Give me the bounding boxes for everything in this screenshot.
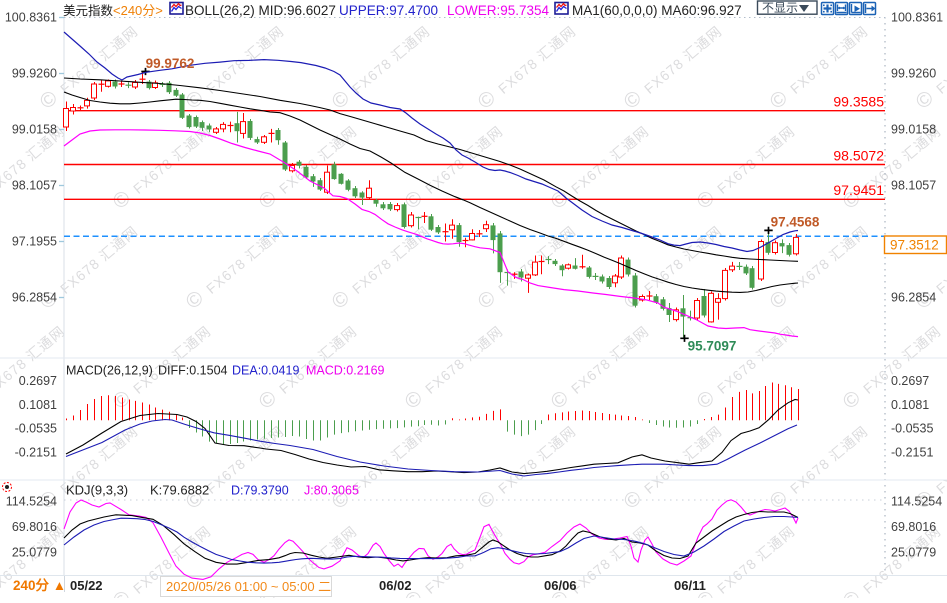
svg-text:97.1955: 97.1955 — [12, 235, 57, 249]
svg-text:D:79.3790: D:79.3790 — [231, 484, 289, 498]
svg-text:J:80.3065: J:80.3065 — [304, 484, 359, 498]
svg-text:-0.0535: -0.0535 — [891, 422, 933, 436]
svg-text:<240分>: <240分> — [113, 3, 163, 18]
svg-text:99.3585: 99.3585 — [833, 94, 884, 110]
svg-text:97.4568: 97.4568 — [771, 215, 820, 230]
svg-text:0.1081: 0.1081 — [891, 398, 929, 412]
svg-text:K:79.6882: K:79.6882 — [150, 483, 209, 498]
svg-text:240分 ▲: 240分 ▲ — [13, 578, 66, 593]
svg-text:97.3512: 97.3512 — [890, 238, 939, 253]
svg-text:-0.2151: -0.2151 — [15, 446, 57, 460]
svg-text:98.1057: 98.1057 — [891, 179, 936, 193]
svg-text:0.1081: 0.1081 — [19, 398, 57, 412]
svg-text:96.2854: 96.2854 — [12, 291, 57, 305]
svg-text:06/06: 06/06 — [544, 578, 577, 593]
svg-text:06/02: 06/02 — [379, 578, 412, 593]
svg-text:25.0779: 25.0779 — [12, 546, 57, 560]
svg-text:99.0158: 99.0158 — [891, 123, 936, 137]
svg-text:99.9762: 99.9762 — [146, 56, 195, 71]
svg-text:100.8361: 100.8361 — [5, 11, 57, 25]
svg-text:DEA:0.0419: DEA:0.0419 — [232, 364, 299, 378]
svg-text:25.0779: 25.0779 — [891, 546, 936, 560]
svg-text:96.2854: 96.2854 — [891, 291, 936, 305]
svg-text:99.0158: 99.0158 — [12, 123, 57, 137]
svg-text:BOLL(26,2) MID:96.6027: BOLL(26,2) MID:96.6027 — [185, 3, 336, 18]
svg-text:69.8016: 69.8016 — [12, 520, 57, 534]
svg-text:69.8016: 69.8016 — [891, 520, 936, 534]
svg-text:MACD(26,12,9): MACD(26,12,9) — [66, 364, 153, 378]
svg-text:-0.2151: -0.2151 — [891, 446, 933, 460]
svg-text:0.2697: 0.2697 — [19, 374, 57, 388]
svg-text:0.2697: 0.2697 — [891, 374, 929, 388]
svg-text:KDJ(9,3,3): KDJ(9,3,3) — [66, 483, 128, 498]
svg-text:06/11: 06/11 — [674, 578, 706, 593]
svg-text:美元指数: 美元指数 — [63, 3, 114, 18]
svg-text:114.5254: 114.5254 — [891, 495, 942, 509]
svg-text:UPPER:97.4700: UPPER:97.4700 — [339, 3, 438, 18]
svg-text:99.9260: 99.9260 — [891, 67, 936, 81]
svg-text:-0.0535: -0.0535 — [15, 422, 57, 436]
svg-text:99.9260: 99.9260 — [12, 67, 57, 81]
svg-text:97.9451: 97.9451 — [833, 182, 884, 198]
svg-text:MA1(60,0,0,0) MA60:96.927: MA1(60,0,0,0) MA60:96.927 — [572, 3, 742, 18]
svg-text:95.7097: 95.7097 — [688, 339, 737, 354]
svg-text:98.1057: 98.1057 — [12, 179, 57, 193]
svg-text:2020/05/26 01:00 ~ 05:00 二: 2020/05/26 01:00 ~ 05:00 二 — [166, 579, 331, 594]
svg-text:MACD:0.2169: MACD:0.2169 — [306, 364, 385, 378]
svg-text:100.8361: 100.8361 — [891, 11, 943, 25]
svg-text:不显示: 不显示 — [762, 1, 798, 15]
svg-text:98.5072: 98.5072 — [833, 148, 884, 164]
svg-text:DIFF:0.1504: DIFF:0.1504 — [158, 364, 228, 378]
svg-text:114.5254: 114.5254 — [6, 495, 57, 509]
svg-text:LOWER:95.7354: LOWER:95.7354 — [447, 3, 550, 18]
svg-text:05/22: 05/22 — [70, 578, 103, 593]
